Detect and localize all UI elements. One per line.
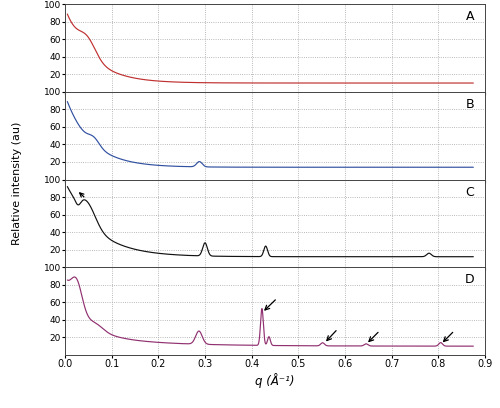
Text: A: A <box>466 10 474 23</box>
Text: C: C <box>466 186 474 199</box>
Text: D: D <box>465 273 474 286</box>
Text: B: B <box>466 98 474 111</box>
Text: Relative intensity (au): Relative intensity (au) <box>12 122 22 245</box>
X-axis label: q (Å⁻¹): q (Å⁻¹) <box>256 373 295 388</box>
